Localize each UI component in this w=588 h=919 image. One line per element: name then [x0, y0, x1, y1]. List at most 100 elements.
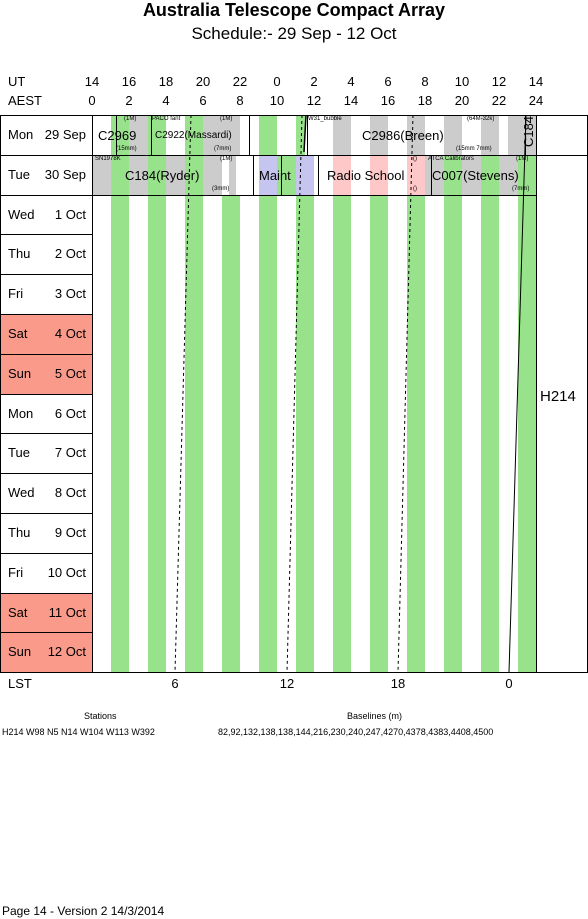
day-date: 7 Oct — [54, 445, 86, 461]
day-weekday: Sun — [8, 365, 32, 381]
day-row-label: Mon 6 Oct — [0, 393, 92, 434]
c184-tag: (1M) — [220, 156, 233, 162]
green-stripe — [480, 115, 499, 673]
day-date: 30 Sep — [44, 166, 86, 182]
block-divider — [317, 154, 319, 195]
row-separator — [0, 234, 92, 236]
array-config-label: H214 — [540, 388, 576, 405]
green-stripe — [258, 115, 277, 673]
sn1978k-label: SN1978K — [95, 156, 121, 162]
aest-tick: 20 — [454, 93, 470, 108]
mon-green — [110, 115, 129, 155]
mon-grey — [443, 115, 462, 155]
row-separator — [0, 552, 92, 554]
day-row-label: Sun 5 Oct — [0, 353, 92, 394]
lst-tick: 6 — [171, 676, 179, 691]
day-date: 4 Oct — [54, 326, 86, 341]
day-row-label: Thu 9 Oct — [0, 513, 92, 553]
zero-tag-b: () — [413, 186, 417, 192]
mon-green — [184, 115, 203, 155]
day-weekday: Fri — [8, 286, 24, 302]
aest-tick: 18 — [417, 93, 433, 108]
radio-school-block — [406, 154, 425, 195]
day-date: 10 Oct — [47, 564, 86, 580]
aest-tick: 24 — [528, 93, 544, 108]
day-date: 1 Oct — [54, 206, 86, 222]
row-separator — [0, 592, 92, 594]
day-weekday: Sun — [8, 644, 32, 660]
day-weekday: Thu — [8, 246, 31, 262]
tue-grey — [166, 154, 185, 195]
c2986-receiver: (15mm 7mm) — [456, 146, 492, 152]
tue-green — [443, 154, 462, 195]
green-stripe — [221, 115, 240, 673]
mon-grey — [524, 115, 536, 155]
day-row-label: Wed 1 Oct — [0, 194, 92, 235]
day-date: 12 Oct — [47, 644, 86, 660]
ut-tick: 6 — [384, 74, 392, 89]
ut-tick: 4 — [347, 74, 355, 89]
day-row-label: Tue 30 Sep — [0, 154, 92, 195]
c007-label: C007(Stevens) — [432, 168, 519, 183]
tue-grey — [228, 154, 237, 195]
day-weekday: Mon — [8, 405, 34, 421]
c007-receiver: (7mm) — [512, 186, 530, 192]
aest-label: AEST — [8, 93, 42, 108]
block-divider — [430, 154, 432, 195]
lst-label: LST — [8, 676, 32, 691]
day-date: 9 Oct — [54, 525, 86, 540]
tue-green — [480, 154, 499, 195]
day-row-label: Fri 3 Oct — [0, 274, 92, 314]
row-separator — [0, 632, 92, 634]
day-weekday: Wed — [8, 206, 35, 222]
radio-school-block — [332, 154, 351, 195]
lst-tick: 18 — [390, 676, 406, 691]
green-stripe — [332, 115, 351, 673]
radio-school-label: Radio School — [327, 168, 405, 183]
day-weekday: Tue — [8, 445, 30, 461]
atca-calibrators-label: ATCA Calibrators — [428, 156, 474, 162]
w31-label: W31_bubble — [308, 116, 342, 122]
mon-grey — [332, 115, 351, 155]
block-divider — [524, 115, 526, 155]
green-stripe — [184, 115, 203, 673]
day-row-label: Sat 11 Oct — [0, 592, 92, 633]
day-row-label: Thu 2 Oct — [0, 234, 92, 275]
day-date: 8 Oct — [54, 485, 86, 501]
maint-block — [258, 154, 277, 195]
row-separator — [0, 513, 92, 514]
block-divider — [151, 115, 153, 155]
c2922-tag: (1M) — [220, 116, 233, 122]
aest-tick: 14 — [343, 93, 359, 108]
row-separator — [0, 433, 92, 435]
ut-tick: 2 — [310, 74, 318, 89]
lst-line-18 — [397, 114, 414, 673]
day-weekday: Fri — [8, 564, 24, 580]
day-weekday: Sat — [8, 326, 28, 341]
day-date: 11 Oct — [48, 604, 86, 620]
c2986-tag: (64M-32k) — [467, 116, 495, 122]
c184-ryder-label: C184(Ryder) — [125, 168, 200, 183]
aest-tick: 4 — [162, 93, 170, 108]
aest-tick: 0 — [88, 93, 96, 108]
day-row-label: Fri 10 Oct — [0, 552, 92, 593]
stations-heading: Stations — [84, 711, 117, 721]
green-stripe — [295, 115, 314, 673]
day-row-label: Mon 29 Sep — [0, 115, 92, 155]
row-separator — [0, 115, 92, 116]
c2986-label: C2986(Breen) — [362, 128, 444, 143]
ut-tick: 14 — [84, 74, 100, 89]
ut-tick: 8 — [421, 74, 429, 89]
zero-tag-a: () — [413, 156, 417, 162]
c007-tag: (1M) — [516, 156, 529, 162]
ut-tick: 0 — [273, 74, 281, 89]
block-divider — [249, 115, 251, 155]
mon-grey — [129, 115, 148, 155]
c2922-receiver: (7mm) — [214, 146, 232, 152]
c2922-label: C2922(Massardi) — [155, 130, 232, 141]
baselines-list: 82,92,132,138,138,144,216,230,240,247,42… — [218, 727, 494, 737]
aest-tick: 2 — [125, 93, 133, 108]
lst-line-0 — [508, 114, 527, 673]
day-weekday: Mon — [8, 127, 34, 142]
maint-label: Maint — [259, 168, 291, 183]
